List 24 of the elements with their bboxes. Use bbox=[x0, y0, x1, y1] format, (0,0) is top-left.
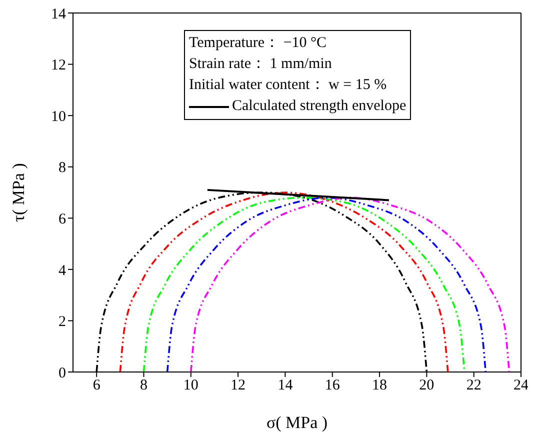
annotation: Temperature： −10 °C bbox=[189, 34, 328, 53]
x-tick-label: 10 bbox=[183, 378, 198, 394]
y-tick-label: 10 bbox=[51, 108, 66, 125]
y-axis-title: τ( MPa ) bbox=[9, 163, 28, 222]
x-tick-label: 22 bbox=[466, 378, 482, 394]
x-tick-label: 12 bbox=[230, 378, 246, 394]
x-tick-label: 16 bbox=[324, 378, 340, 394]
annotation: Strain rate： 1 mm/min bbox=[189, 55, 333, 74]
x-tick-label: 14 bbox=[278, 378, 294, 394]
y-tick-label: 6 bbox=[58, 211, 66, 228]
y-tick-label: 8 bbox=[58, 160, 66, 176]
x-tick-label: 20 bbox=[419, 378, 434, 394]
y-tick-label: 4 bbox=[58, 262, 66, 279]
y-tick-label: 14 bbox=[51, 6, 66, 22]
x-tick-label: 24 bbox=[514, 378, 529, 394]
x-axis-title: σ( MPa ) bbox=[266, 413, 328, 432]
x-tick-label: 8 bbox=[140, 378, 148, 394]
annotation: Initial water content： w = 15 % bbox=[189, 76, 388, 95]
y-tick-label: 0 bbox=[58, 365, 66, 382]
x-tick-label: 18 bbox=[372, 378, 388, 394]
x-tick-label: 6 bbox=[92, 378, 101, 394]
y-tick-label: 12 bbox=[51, 58, 66, 74]
legend-label: Calculated strength envelope bbox=[232, 97, 406, 116]
y-tick-label: 2 bbox=[58, 314, 66, 330]
